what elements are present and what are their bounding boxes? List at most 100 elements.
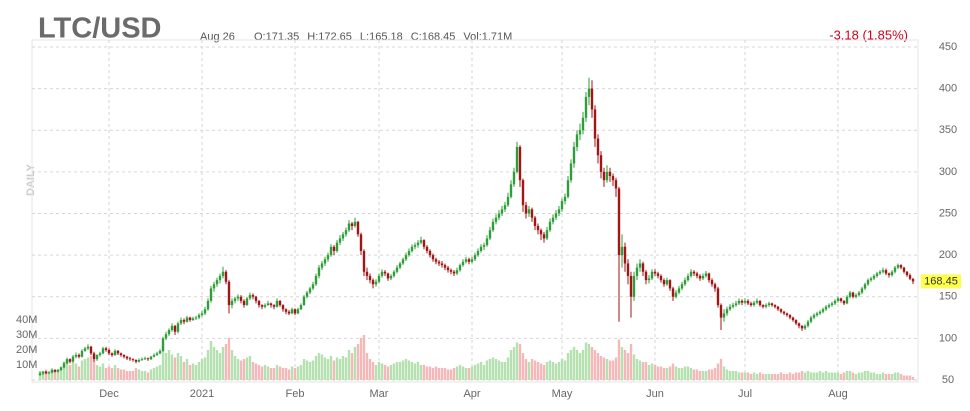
candle-body [686,275,690,281]
candle-body [749,303,753,306]
volume-bar [539,363,543,380]
candle-body [326,255,330,260]
volume-bar [74,363,78,380]
candle-body [488,230,492,239]
volume-bar [653,365,657,380]
volume-bar [389,365,393,380]
candle-body [602,171,606,181]
candle-body [176,323,180,332]
volume-bar [806,371,810,380]
volume-bar [758,372,762,380]
volume-bar [671,363,675,380]
volume-bar [716,363,720,380]
candle-body [545,230,549,239]
volume-bar [116,368,120,380]
candle-body [455,270,459,274]
candle-body [818,311,822,314]
candle-body [194,317,198,319]
volume-bar [722,366,726,380]
volume-bar [863,371,867,380]
volume-bar [614,357,618,380]
volume-bar [149,369,153,380]
volume-bar [161,347,165,380]
volume-bar [158,365,162,380]
volume-bar [302,359,306,380]
candle-body [866,280,870,285]
volume-bar [287,369,291,380]
volume-tick-label: 30M [16,329,37,341]
candle-body [392,271,396,276]
candle-body [551,217,555,222]
candle-body [713,284,717,289]
candle-body [182,320,186,322]
volume-bar [215,350,219,380]
volume-bar [206,350,210,380]
candle-body [344,230,348,235]
volume-bar [902,375,906,380]
candle-body [170,325,174,331]
volume-bar [470,366,474,380]
volume-bar [524,359,528,380]
volume-bar [404,359,408,380]
candle-body [647,278,651,281]
candle-body [734,303,738,306]
candle-body [740,300,744,303]
candle-body [260,305,264,307]
candle-body [272,305,276,307]
volume-bar [773,374,777,380]
volume-bar [737,372,741,380]
candle-body [731,305,735,307]
candle-body [806,321,810,326]
volume-bar [740,372,744,380]
candle-body [821,309,825,312]
summary-item: H:172.65 [307,31,352,43]
candle-body [596,138,600,156]
candle-body [155,353,159,356]
volume-bar [821,372,825,380]
candle-body [251,295,255,297]
volume-bar [560,359,564,380]
candle-body [728,306,732,310]
candle-body [107,350,111,354]
candle-body [614,180,618,189]
volume-bar [899,374,903,380]
candle-body [710,280,714,285]
volume-bar [530,359,534,380]
candle-body [50,370,54,373]
y-tick-label: 200 [939,249,957,261]
candle-body [761,305,765,307]
volume-bar [71,362,75,380]
volume-bar [563,360,567,380]
volume-bar [728,371,732,380]
volume-bar [731,371,735,380]
candle-body [800,325,804,329]
volume-bar [602,357,606,380]
volume-bar [785,374,789,380]
volume-bar [875,374,879,380]
candle-body [86,346,90,349]
candle-body [218,275,222,281]
volume-bar [224,344,228,380]
volume-bar [635,359,639,380]
volume-bar [503,362,507,380]
candle-body [188,317,192,321]
volume-bar [92,360,96,380]
candle-body [851,292,855,297]
candle-body [653,271,657,274]
candle-body [224,271,228,282]
volume-bar [701,371,705,380]
volume-bar [803,372,807,380]
volume-bar [182,362,186,380]
candle-body [626,263,630,276]
volume-bar [47,371,51,380]
volume-bar [233,356,237,380]
volume-bar [440,368,444,380]
volume-bar [620,347,624,380]
y-tick-label: 50 [942,374,954,386]
candle-body [803,325,807,329]
candle-body [833,300,837,304]
candle-body [578,130,582,135]
candle-body [311,284,315,289]
volume-bar [131,371,135,380]
candle-body [443,265,447,268]
